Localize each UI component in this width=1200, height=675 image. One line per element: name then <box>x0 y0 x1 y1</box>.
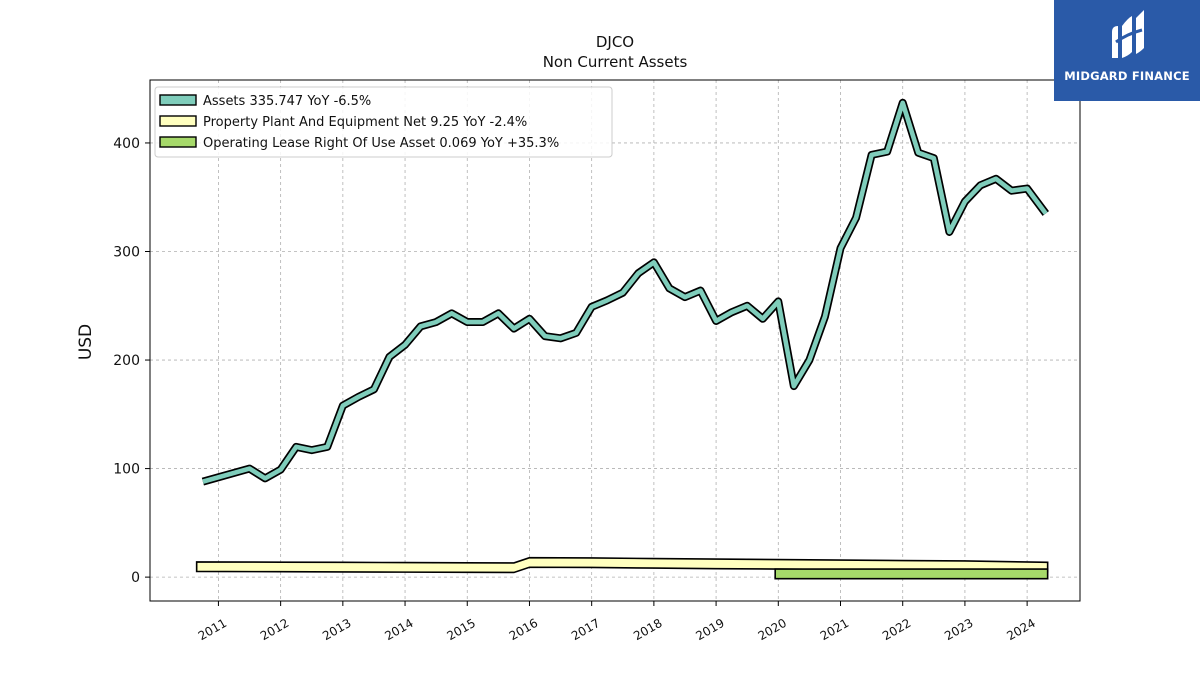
legend: Assets 335.747 YoY -6.5% Property Plant A… <box>154 86 613 158</box>
series-line <box>202 100 1048 484</box>
x-tick-label: 2011 <box>196 616 229 643</box>
legend-box <box>154 86 613 158</box>
y-tick-label: 300 <box>113 244 140 260</box>
x-tick-label: 2022 <box>880 616 913 643</box>
chart-title: DJCO <box>596 33 634 51</box>
y-tick-label: 0 <box>131 570 140 586</box>
y-tick-label: 200 <box>113 353 140 369</box>
x-tick-label: 2017 <box>569 616 602 643</box>
legend-label: Assets 335.747 YoY -6.5% <box>203 94 371 109</box>
series-band <box>774 568 1049 580</box>
x-tick-label: 2024 <box>1004 616 1037 643</box>
series-layer <box>195 98 1049 580</box>
legend-swatch <box>159 115 197 127</box>
y-tick-label: 100 <box>113 462 140 478</box>
brand-logo: MIDGARD FINANCE <box>1054 0 1200 101</box>
brand-name: MIDGARD FINANCE <box>1064 69 1190 83</box>
y-tick-label: 400 <box>113 136 140 152</box>
chart-subtitle: Non Current Assets <box>543 53 688 71</box>
x-tick-label: 2013 <box>320 616 353 643</box>
x-tick-label: 2021 <box>818 616 851 643</box>
x-tick-label: 2019 <box>693 616 726 643</box>
legend-swatch <box>159 136 197 148</box>
x-tick-label: 2023 <box>942 616 975 643</box>
x-tick-label: 2012 <box>258 616 291 643</box>
legend-label: Property Plant And Equipment Net 9.25 Yo… <box>203 115 527 130</box>
plot-frame <box>149 79 1081 602</box>
x-tick-label: 2016 <box>507 616 540 643</box>
x-tick-label: 2015 <box>445 616 478 643</box>
x-tick-label: 2018 <box>631 616 664 643</box>
logo-mark-icon <box>1112 10 1144 58</box>
x-tick-label: 2014 <box>382 616 415 643</box>
y-axis-label: USD <box>76 324 96 360</box>
grid-lines <box>150 80 1080 601</box>
x-tick-label: 2020 <box>756 616 789 643</box>
legend-label: Operating Lease Right Of Use Asset 0.069… <box>203 136 559 151</box>
legend-swatch <box>159 94 197 106</box>
